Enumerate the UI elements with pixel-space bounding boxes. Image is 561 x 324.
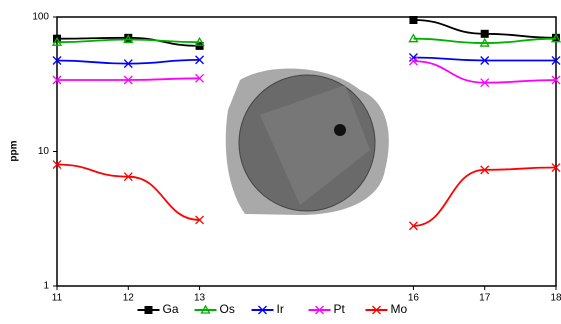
marker <box>409 16 417 24</box>
marker <box>145 306 153 314</box>
legend-label: Pt <box>334 302 346 316</box>
y-tick-label: 100 <box>32 12 49 23</box>
legend-label: Os <box>220 302 235 316</box>
y-tick-label: 10 <box>38 146 50 157</box>
page: {"chart_data": {"type": "line", "y_label… <box>0 0 561 324</box>
y-axis-label: ppm <box>9 140 20 161</box>
x-tick-label: 12 <box>123 293 135 304</box>
x-tick-label: 17 <box>479 293 491 304</box>
legend-label: Ga <box>163 302 179 316</box>
x-tick-label: 13 <box>194 293 206 304</box>
x-tick-label: 18 <box>550 293 561 304</box>
legend-label: Mo <box>391 302 408 316</box>
legend-label: Ir <box>277 302 284 316</box>
x-tick-label: 11 <box>52 293 63 304</box>
marker <box>481 30 489 38</box>
x-tick-label: 16 <box>408 293 420 304</box>
y-tick-label: 1 <box>43 281 49 292</box>
chart: ppm 1 10 100 11 12 13 16 17 18 Ga Os Ir Pt Mo <box>0 0 561 324</box>
